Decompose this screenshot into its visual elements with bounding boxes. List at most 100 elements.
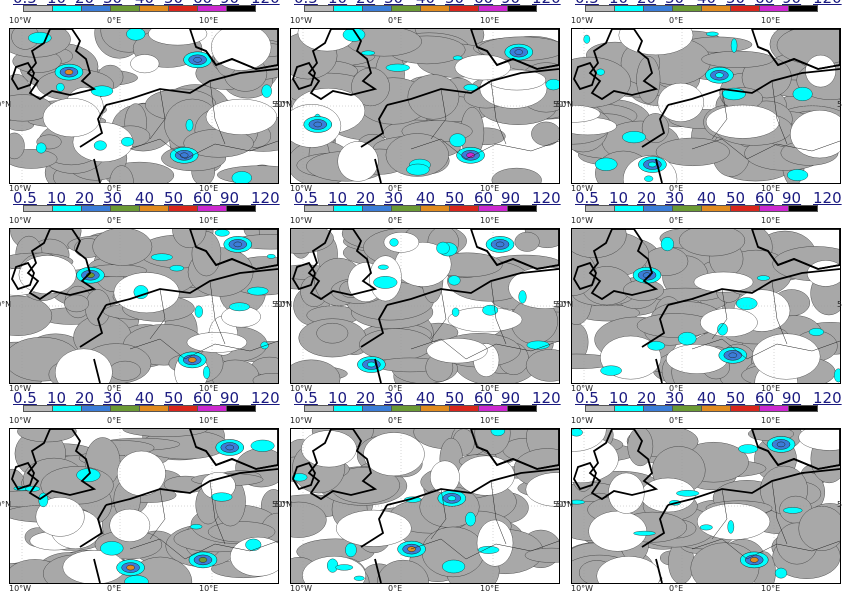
precip-area-moderate (345, 542, 357, 558)
latitude-label: 50°N (272, 300, 293, 309)
longitude-label: 10°W (9, 216, 32, 225)
precip-area-moderate (436, 241, 450, 255)
precip-area-moderate (326, 558, 339, 573)
longitude-label: 10°W (571, 384, 594, 393)
precip-area-moderate (442, 559, 466, 574)
colorbar-swatch (478, 205, 508, 212)
colorbar-swatch (420, 5, 450, 12)
colorbar-tick-label: 0.5 (294, 189, 318, 207)
coastline (588, 29, 659, 101)
colorbar-tick-label: 120 (532, 389, 561, 407)
precip-free-area (790, 110, 840, 159)
precip-area-moderate (518, 290, 527, 304)
precip-area-moderate (730, 38, 738, 53)
colorbar-tick-label: 90 (220, 389, 240, 407)
precip-area-light (678, 229, 746, 257)
precip-area-moderate (93, 140, 107, 151)
precip-area-moderate (203, 366, 211, 379)
longitude-label: 0°E (669, 384, 684, 393)
latitude-label: 50°N (275, 300, 296, 309)
precip-area-moderate (774, 567, 788, 579)
country-border (430, 80, 507, 145)
precip-core-max (776, 441, 786, 448)
precip-area-moderate (660, 237, 675, 252)
precip-area-moderate (526, 340, 550, 350)
colorbar-swatch (759, 5, 789, 12)
precip-free-area (130, 54, 160, 74)
precip-free-area (363, 432, 425, 477)
colorbar-tick-label: 30 (665, 0, 684, 6)
colorbar-swatch (226, 205, 256, 212)
colorbar-swatch (81, 5, 111, 12)
colorbar-tick-label: 10 (328, 0, 347, 6)
colorbar-swatch (788, 205, 818, 212)
precip-core-max (648, 161, 657, 168)
longitude-label: 10°W (571, 184, 594, 193)
precip-free-area (705, 104, 780, 139)
precip-area-moderate (250, 439, 275, 452)
colorbar-tick-label: 0.5 (575, 0, 599, 6)
longitude-label: 10°W (571, 584, 594, 593)
precipitation-map (290, 428, 560, 584)
precip-core-max (126, 564, 135, 571)
colorbar-tick-label: 50 (164, 0, 183, 6)
colorbar-tick-label: 50 (445, 389, 465, 407)
colorbar-swatch (672, 5, 702, 12)
precip-core-max (728, 352, 738, 359)
colorbar-swatch (701, 5, 731, 12)
precip-area-moderate (194, 305, 203, 318)
colorbar-swatch (52, 205, 82, 212)
map-canvas (572, 429, 840, 583)
colorbar-swatch (614, 5, 644, 12)
precip-area-moderate (266, 254, 276, 259)
longitude-label: 10°E (761, 16, 781, 25)
precip-area-moderate (100, 541, 124, 556)
longitude-label: 10°E (199, 384, 219, 393)
precip-area-light (316, 322, 349, 344)
longitude-label: 10°E (199, 416, 219, 425)
country-border (149, 280, 226, 345)
coastline (292, 261, 316, 291)
precip-free-area (230, 536, 278, 577)
colorbar-tick-label: 60 (193, 0, 212, 6)
precip-area-moderate (291, 473, 308, 482)
colorbar-tick-label: 60 (755, 0, 774, 6)
precip-area-light (291, 501, 327, 538)
colorbar-swatch (333, 5, 363, 12)
colorbar-swatch (672, 405, 702, 412)
precip-area-light (109, 165, 134, 183)
longitude-label: 0°E (107, 16, 122, 25)
precip-core-max (179, 152, 189, 159)
colorbar-tick-label: 20 (637, 389, 657, 407)
map-panel: 0.5 10 20 30 40 50 60 90 120 10°W 10°W 0°E 0°E 10°E 10… (272, 0, 576, 205)
precip-free-area (693, 271, 754, 293)
precip-free-area (42, 98, 101, 138)
longitude-label: 10°E (480, 584, 500, 593)
latitude-label: 50°N (0, 100, 12, 109)
precip-area-moderate (377, 264, 389, 270)
colorbar-tick-label: 50 (445, 0, 464, 6)
country-border (149, 80, 226, 145)
precip-free-area (186, 332, 248, 353)
coastline (292, 61, 316, 91)
map-canvas (10, 229, 278, 383)
precip-core-max (749, 557, 759, 563)
coastline (573, 61, 597, 91)
precip-area-moderate (353, 575, 365, 581)
precip-free-area (211, 29, 272, 71)
precip-area-moderate (229, 302, 250, 312)
colorbar-swatch (110, 5, 140, 12)
precip-area-moderate (404, 496, 422, 503)
colorbar-swatch (168, 205, 198, 212)
precip-area-moderate (600, 365, 622, 376)
latitude-label: 50°N (275, 100, 296, 109)
precipitation-map (9, 228, 279, 384)
precip-area-moderate (247, 286, 269, 296)
coastline (641, 246, 840, 383)
colorbar-tick-label: 10 (609, 389, 629, 407)
colorbar-tick-label: 20 (356, 0, 375, 6)
precip-area-light (64, 294, 90, 313)
country-border (410, 338, 559, 360)
precip-area-moderate (735, 297, 758, 310)
precip-free-area (697, 503, 771, 540)
